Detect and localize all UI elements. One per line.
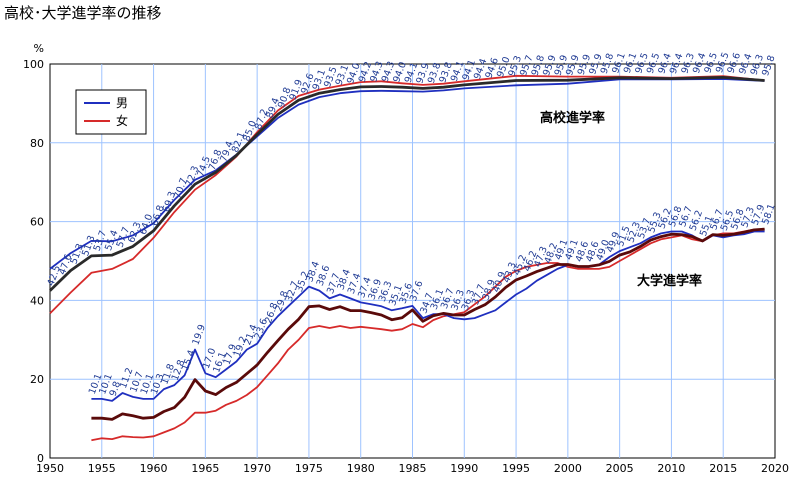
legend-box	[75, 89, 147, 135]
univ-total-line	[91, 227, 765, 421]
y-tick-label: 100	[23, 58, 44, 71]
y-tick-label: 40	[30, 294, 44, 307]
univ-female-line	[91, 228, 765, 442]
x-tick-label: 2020	[761, 462, 789, 475]
y-axis-label: %	[34, 42, 44, 55]
x-tick-label: 2015	[709, 462, 737, 475]
y-tick-label: 60	[30, 216, 44, 229]
x-tick-label: 1990	[450, 462, 478, 475]
page-title: 高校･大学進学率の推移	[4, 4, 162, 22]
legend-label: 女	[116, 113, 128, 128]
x-tick-label: 2010	[657, 462, 685, 475]
hs-total-line	[49, 76, 765, 292]
x-tick-label: 1995	[502, 462, 530, 475]
x-tick-label: 1985	[399, 462, 427, 475]
hs-female-line	[49, 74, 765, 315]
y-tick-label: 20	[30, 373, 44, 386]
univ-series-label: 大学進学率	[637, 273, 702, 289]
univ-value-label: 9.8	[108, 380, 124, 398]
y-tick-label: 0	[37, 452, 44, 465]
x-tick-label: 1960	[140, 462, 168, 475]
x-tick-label: 1955	[88, 462, 116, 475]
x-tick-label: 2000	[554, 462, 582, 475]
x-tick-label: 1950	[36, 462, 64, 475]
x-tick-label: 1980	[347, 462, 375, 475]
legend-label: 男	[116, 96, 128, 110]
y-tick-label: 80	[30, 137, 44, 150]
hs-male-line	[49, 78, 765, 270]
x-tick-label: 1965	[191, 462, 219, 475]
x-tick-label: 2005	[606, 462, 634, 475]
hs-series-label: 高校進学率	[540, 110, 605, 126]
univ-male-line	[91, 230, 765, 402]
x-tick-label: 1970	[243, 462, 271, 475]
x-tick-label: 1975	[295, 462, 323, 475]
